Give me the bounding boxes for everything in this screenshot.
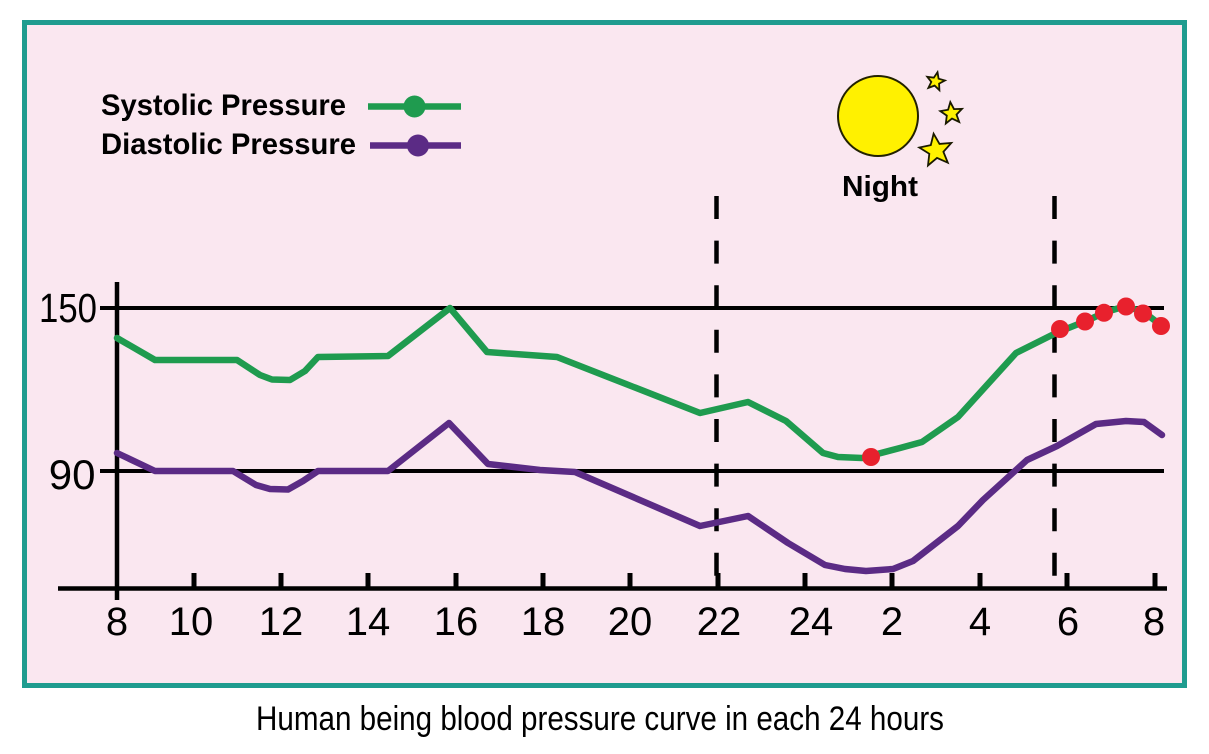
svg-text:2: 2	[881, 600, 903, 644]
svg-text:4: 4	[969, 600, 991, 644]
svg-text:22: 22	[697, 600, 742, 644]
svg-text:16: 16	[434, 600, 479, 644]
svg-text:8: 8	[1143, 600, 1165, 644]
svg-text:14: 14	[346, 600, 391, 644]
svg-text:8: 8	[106, 600, 128, 644]
svg-text:Diastolic Pressure: Diastolic Pressure	[101, 128, 356, 161]
svg-text:24: 24	[789, 600, 834, 644]
svg-text:18: 18	[521, 600, 566, 644]
svg-text:12: 12	[259, 600, 304, 644]
svg-text:Night: Night	[842, 171, 918, 203]
svg-text:90: 90	[49, 451, 96, 498]
svg-text:20: 20	[608, 600, 653, 644]
svg-text:Human being blood pressure cur: Human being blood pressure curve in each…	[256, 700, 944, 738]
svg-text:6: 6	[1057, 600, 1079, 644]
svg-text:150: 150	[39, 285, 97, 331]
svg-text:Systolic Pressure: Systolic Pressure	[101, 89, 346, 122]
svg-text:10: 10	[169, 600, 214, 644]
